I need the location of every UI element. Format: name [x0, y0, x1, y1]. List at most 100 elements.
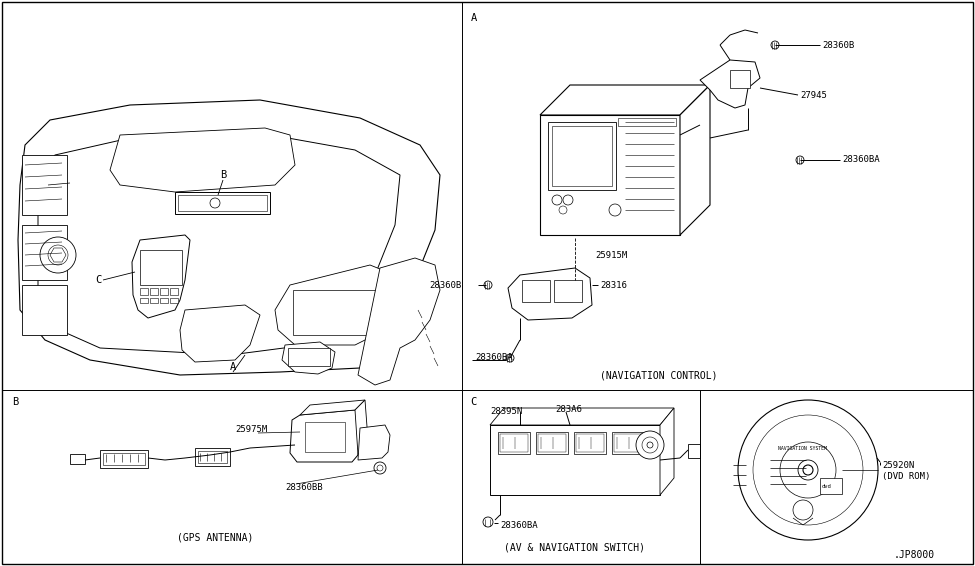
- Polygon shape: [18, 100, 440, 375]
- Bar: [688, 444, 700, 458]
- Bar: [288, 348, 330, 366]
- Polygon shape: [132, 235, 190, 318]
- Bar: [614, 434, 642, 452]
- Bar: [170, 298, 178, 303]
- Polygon shape: [540, 115, 680, 235]
- Bar: [160, 298, 168, 303]
- Text: 25975M: 25975M: [235, 426, 267, 435]
- Bar: [198, 451, 227, 463]
- Bar: [195, 448, 230, 466]
- Bar: [548, 122, 616, 190]
- Bar: [178, 195, 267, 211]
- Circle shape: [793, 500, 813, 520]
- Bar: [100, 450, 148, 468]
- Bar: [70, 454, 85, 464]
- Polygon shape: [490, 425, 660, 495]
- Polygon shape: [110, 128, 295, 192]
- Bar: [103, 453, 145, 465]
- Text: 25920N: 25920N: [882, 461, 915, 470]
- Bar: [554, 280, 582, 302]
- Bar: [160, 288, 168, 295]
- Text: 28360B: 28360B: [822, 41, 854, 49]
- Polygon shape: [540, 85, 710, 115]
- Polygon shape: [50, 248, 66, 262]
- Bar: [150, 288, 158, 295]
- Text: 28360B: 28360B: [430, 281, 462, 289]
- Bar: [22, 155, 67, 215]
- Circle shape: [563, 195, 573, 205]
- Circle shape: [374, 462, 386, 474]
- Circle shape: [48, 245, 68, 265]
- Text: (NAVIGATION CONTROL): (NAVIGATION CONTROL): [600, 370, 718, 380]
- Text: C: C: [95, 275, 101, 285]
- Bar: [293, 290, 393, 335]
- Text: .JP8000: .JP8000: [894, 550, 935, 560]
- Bar: [500, 434, 528, 452]
- Circle shape: [803, 465, 813, 475]
- Bar: [612, 432, 644, 454]
- Bar: [22, 225, 67, 280]
- Polygon shape: [355, 400, 368, 455]
- Circle shape: [609, 204, 621, 216]
- Text: 28360BB: 28360BB: [285, 483, 323, 492]
- Bar: [820, 478, 842, 494]
- Circle shape: [483, 517, 493, 527]
- Polygon shape: [358, 258, 440, 385]
- Bar: [574, 432, 606, 454]
- Circle shape: [377, 465, 383, 471]
- Circle shape: [642, 437, 658, 453]
- Polygon shape: [660, 408, 674, 495]
- Bar: [730, 70, 750, 88]
- Text: 28360BA: 28360BA: [475, 354, 513, 362]
- Text: A: A: [230, 362, 236, 372]
- Text: 27945: 27945: [800, 91, 827, 100]
- Bar: [522, 280, 550, 302]
- Circle shape: [647, 442, 653, 448]
- Polygon shape: [275, 265, 400, 345]
- Bar: [150, 298, 158, 303]
- Text: 28316: 28316: [600, 281, 627, 289]
- Circle shape: [210, 198, 220, 208]
- Circle shape: [40, 237, 76, 273]
- Polygon shape: [358, 425, 390, 460]
- Text: NAVIGATION SYSTEM: NAVIGATION SYSTEM: [778, 445, 827, 451]
- Polygon shape: [300, 400, 365, 415]
- Circle shape: [506, 354, 514, 362]
- Text: dvd: dvd: [822, 483, 832, 488]
- Text: (AV & NAVIGATION SWITCH): (AV & NAVIGATION SWITCH): [504, 543, 645, 553]
- Text: (DVD ROM): (DVD ROM): [882, 471, 930, 481]
- Circle shape: [559, 206, 567, 214]
- Bar: [552, 126, 612, 186]
- Circle shape: [636, 431, 664, 459]
- Circle shape: [780, 442, 836, 498]
- Polygon shape: [490, 408, 674, 425]
- Text: A: A: [471, 13, 477, 23]
- Bar: [538, 434, 566, 452]
- Bar: [618, 118, 676, 126]
- Polygon shape: [38, 133, 400, 355]
- Circle shape: [796, 156, 804, 164]
- Text: 283A6: 283A6: [555, 405, 582, 414]
- Text: B: B: [12, 397, 19, 407]
- Bar: [140, 250, 182, 285]
- Bar: [170, 288, 178, 295]
- Bar: [140, 288, 148, 295]
- Bar: [22, 285, 67, 335]
- Text: 28360BA: 28360BA: [500, 521, 537, 530]
- Bar: [140, 298, 148, 303]
- Bar: [498, 432, 530, 454]
- Text: 28360BA: 28360BA: [842, 156, 879, 165]
- Polygon shape: [680, 85, 710, 235]
- Bar: [175, 192, 270, 214]
- Circle shape: [798, 460, 818, 480]
- Text: C: C: [470, 397, 476, 407]
- Bar: [536, 432, 568, 454]
- Circle shape: [484, 281, 492, 289]
- Polygon shape: [508, 268, 592, 320]
- Polygon shape: [282, 342, 335, 374]
- Circle shape: [771, 41, 779, 49]
- Bar: [576, 434, 604, 452]
- Polygon shape: [700, 60, 760, 108]
- Circle shape: [552, 195, 562, 205]
- Text: B: B: [220, 170, 226, 180]
